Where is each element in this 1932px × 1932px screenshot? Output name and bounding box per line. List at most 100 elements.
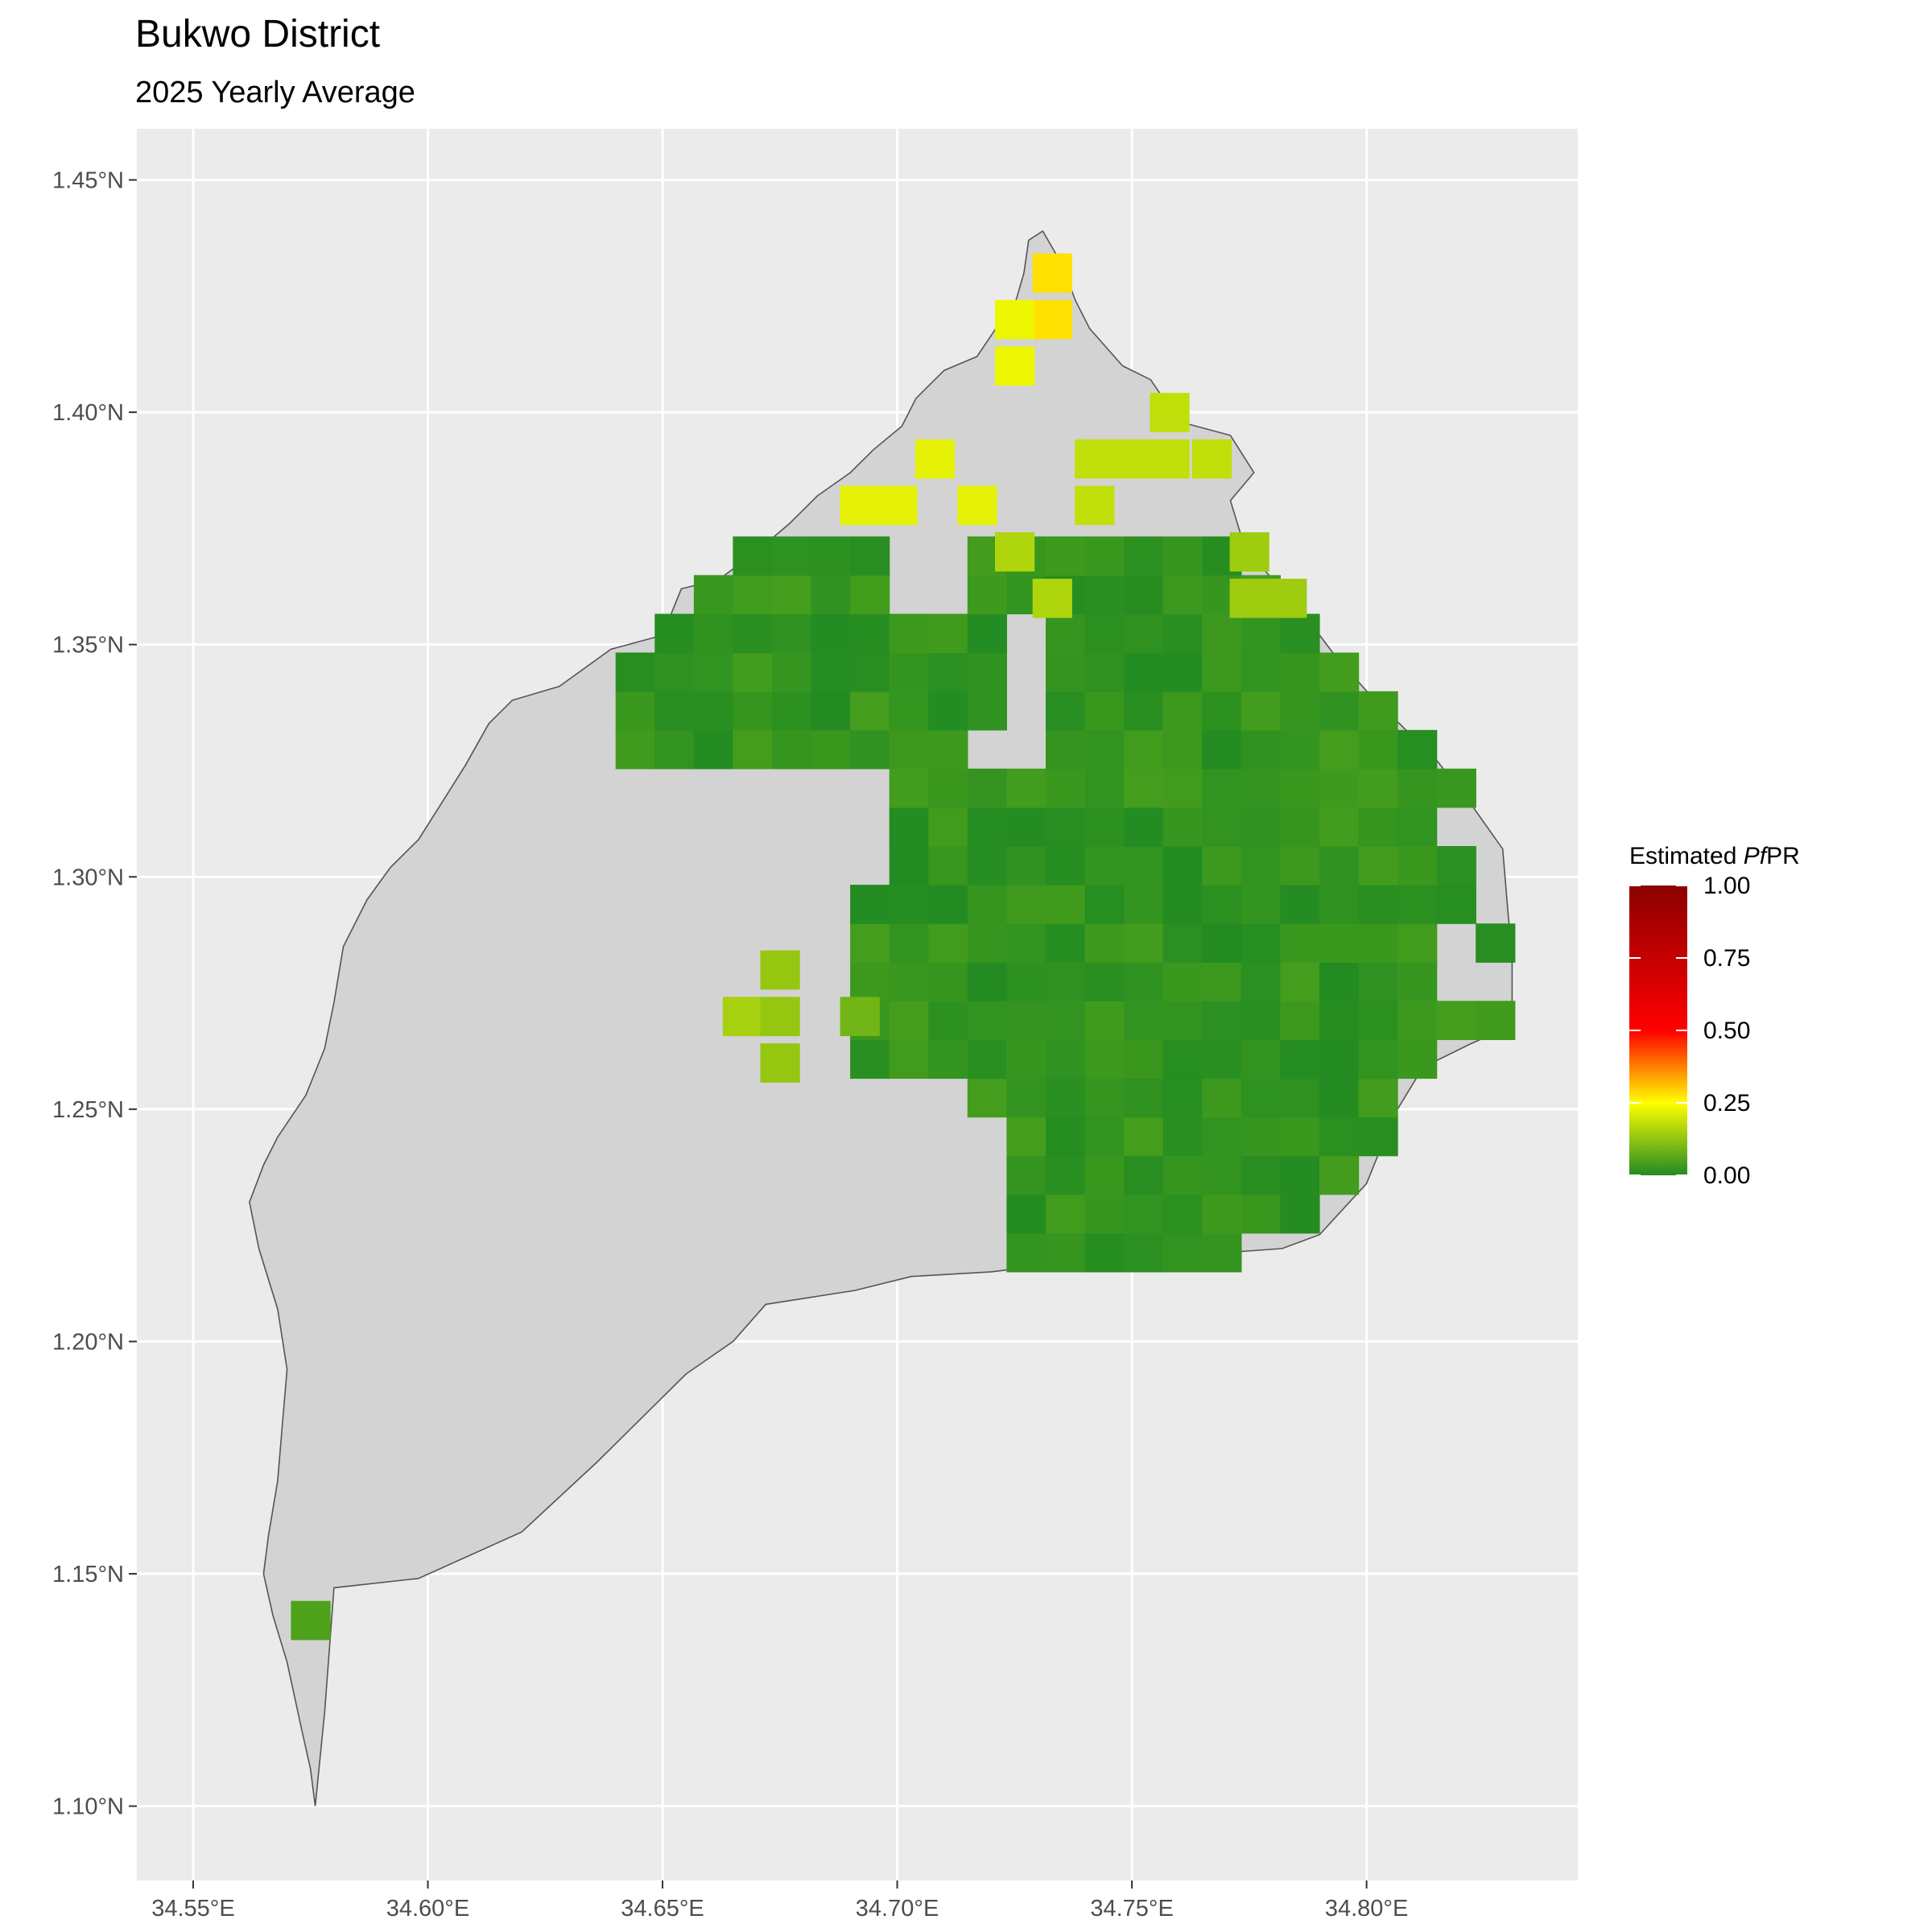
raster-cell (889, 846, 929, 886)
raster-cell (1202, 613, 1242, 654)
legend-tick-label: 0.50 (1703, 1018, 1750, 1044)
raster-cell (615, 652, 655, 692)
raster-cell (1032, 253, 1072, 293)
raster-cell (967, 1039, 1007, 1080)
y-tick-label: 1.20°N (52, 1329, 124, 1355)
raster-cell (967, 846, 1007, 886)
raster-cell (1124, 768, 1164, 808)
raster-cell (1358, 768, 1398, 808)
raster-cell (1084, 691, 1125, 731)
raster-cell (967, 1078, 1007, 1118)
elevated-prevalence-cells (291, 253, 1307, 1641)
raster-cell (1006, 1194, 1046, 1234)
y-tick-label: 1.10°N (52, 1794, 124, 1820)
raster-cell (1046, 962, 1086, 1001)
raster-cell (693, 729, 734, 770)
raster-cell (1229, 578, 1269, 618)
raster-cell (928, 807, 968, 847)
raster-cell (1084, 729, 1125, 770)
raster-cell (1241, 652, 1281, 692)
raster-cell (1124, 1194, 1164, 1234)
raster-cell (772, 613, 812, 654)
raster-cell (1202, 652, 1242, 692)
raster-cell (1084, 652, 1125, 692)
raster-cell (1241, 923, 1281, 963)
raster-cell (1084, 1155, 1125, 1195)
raster-cell (693, 613, 734, 654)
x-tick-label: 34.75°E (1090, 1896, 1174, 1922)
raster-cell (1006, 923, 1046, 963)
raster-cell (1162, 729, 1203, 770)
raster-cell (1319, 1001, 1360, 1040)
raster-cell (928, 768, 968, 808)
raster-cell (1280, 923, 1320, 963)
raster-cell (722, 997, 763, 1037)
raster-cell (1202, 1078, 1242, 1118)
raster-cell (1006, 1155, 1046, 1195)
legend-tick-label: 0.75 (1703, 945, 1750, 972)
raster-cell (1032, 299, 1072, 340)
raster-cell (1397, 768, 1438, 808)
legend-title-italic: Pf (1744, 843, 1769, 869)
raster-cell (1124, 691, 1164, 731)
raster-cell (928, 1001, 968, 1040)
raster-cell (1124, 1001, 1164, 1040)
raster-cell (1046, 691, 1086, 731)
raster-cell (1229, 532, 1269, 572)
raster-cell (1046, 652, 1086, 692)
raster-cell (1162, 1039, 1203, 1080)
raster-cell (928, 846, 968, 886)
raster-cell (1162, 846, 1203, 886)
raster-cell (1162, 1194, 1203, 1234)
raster-cell (1202, 1155, 1242, 1195)
raster-cell (1084, 962, 1125, 1001)
raster-cell (995, 346, 1035, 386)
legend-title-suffix: PR (1766, 843, 1800, 869)
raster-cell (1162, 885, 1203, 924)
raster-cell (1202, 1039, 1242, 1080)
raster-cell (693, 691, 734, 731)
raster-cell (1162, 691, 1203, 731)
raster-cell (811, 536, 851, 576)
raster-cell (967, 652, 1007, 692)
raster-cell (889, 962, 929, 1001)
raster-cell (1358, 691, 1398, 731)
raster-cell (1319, 768, 1360, 808)
raster-cell (811, 691, 851, 731)
raster-cell (850, 613, 890, 654)
raster-cell (1006, 885, 1046, 924)
raster-cell (928, 923, 968, 963)
raster-cell (1280, 613, 1320, 654)
raster-cell (654, 652, 695, 692)
raster-cell (967, 768, 1007, 808)
raster-cell (850, 575, 890, 615)
raster-cell (1084, 1039, 1125, 1080)
y-tick-label: 1.25°N (52, 1097, 124, 1123)
raster-cell (1124, 729, 1164, 770)
raster-cell (1084, 923, 1125, 963)
raster-cell (772, 575, 812, 615)
raster-cell (1046, 1155, 1086, 1195)
x-tick-label: 34.70°E (856, 1896, 939, 1922)
raster-cell (1319, 1039, 1360, 1080)
raster-cell (1124, 1078, 1164, 1118)
raster-cell (1006, 1001, 1046, 1040)
raster-cell (1241, 768, 1281, 808)
raster-cell (840, 997, 880, 1037)
legend-title: Estimated PfPR (1629, 843, 1800, 869)
raster-cell (1241, 1117, 1281, 1157)
raster-cell (1150, 393, 1190, 432)
raster-cell (1084, 1001, 1125, 1040)
raster-cell (1280, 807, 1320, 847)
raster-cell (1162, 923, 1203, 963)
raster-cell (1046, 885, 1086, 924)
raster-cell (1202, 962, 1242, 1001)
raster-cell (772, 652, 812, 692)
raster-cell (733, 575, 773, 615)
raster-cell (1358, 885, 1398, 924)
x-tick-label: 34.60°E (386, 1896, 470, 1922)
raster-cell (1358, 1078, 1398, 1118)
raster-cell (1124, 962, 1164, 1001)
prevalence-raster (615, 536, 1516, 1273)
raster-cell (1319, 652, 1360, 692)
